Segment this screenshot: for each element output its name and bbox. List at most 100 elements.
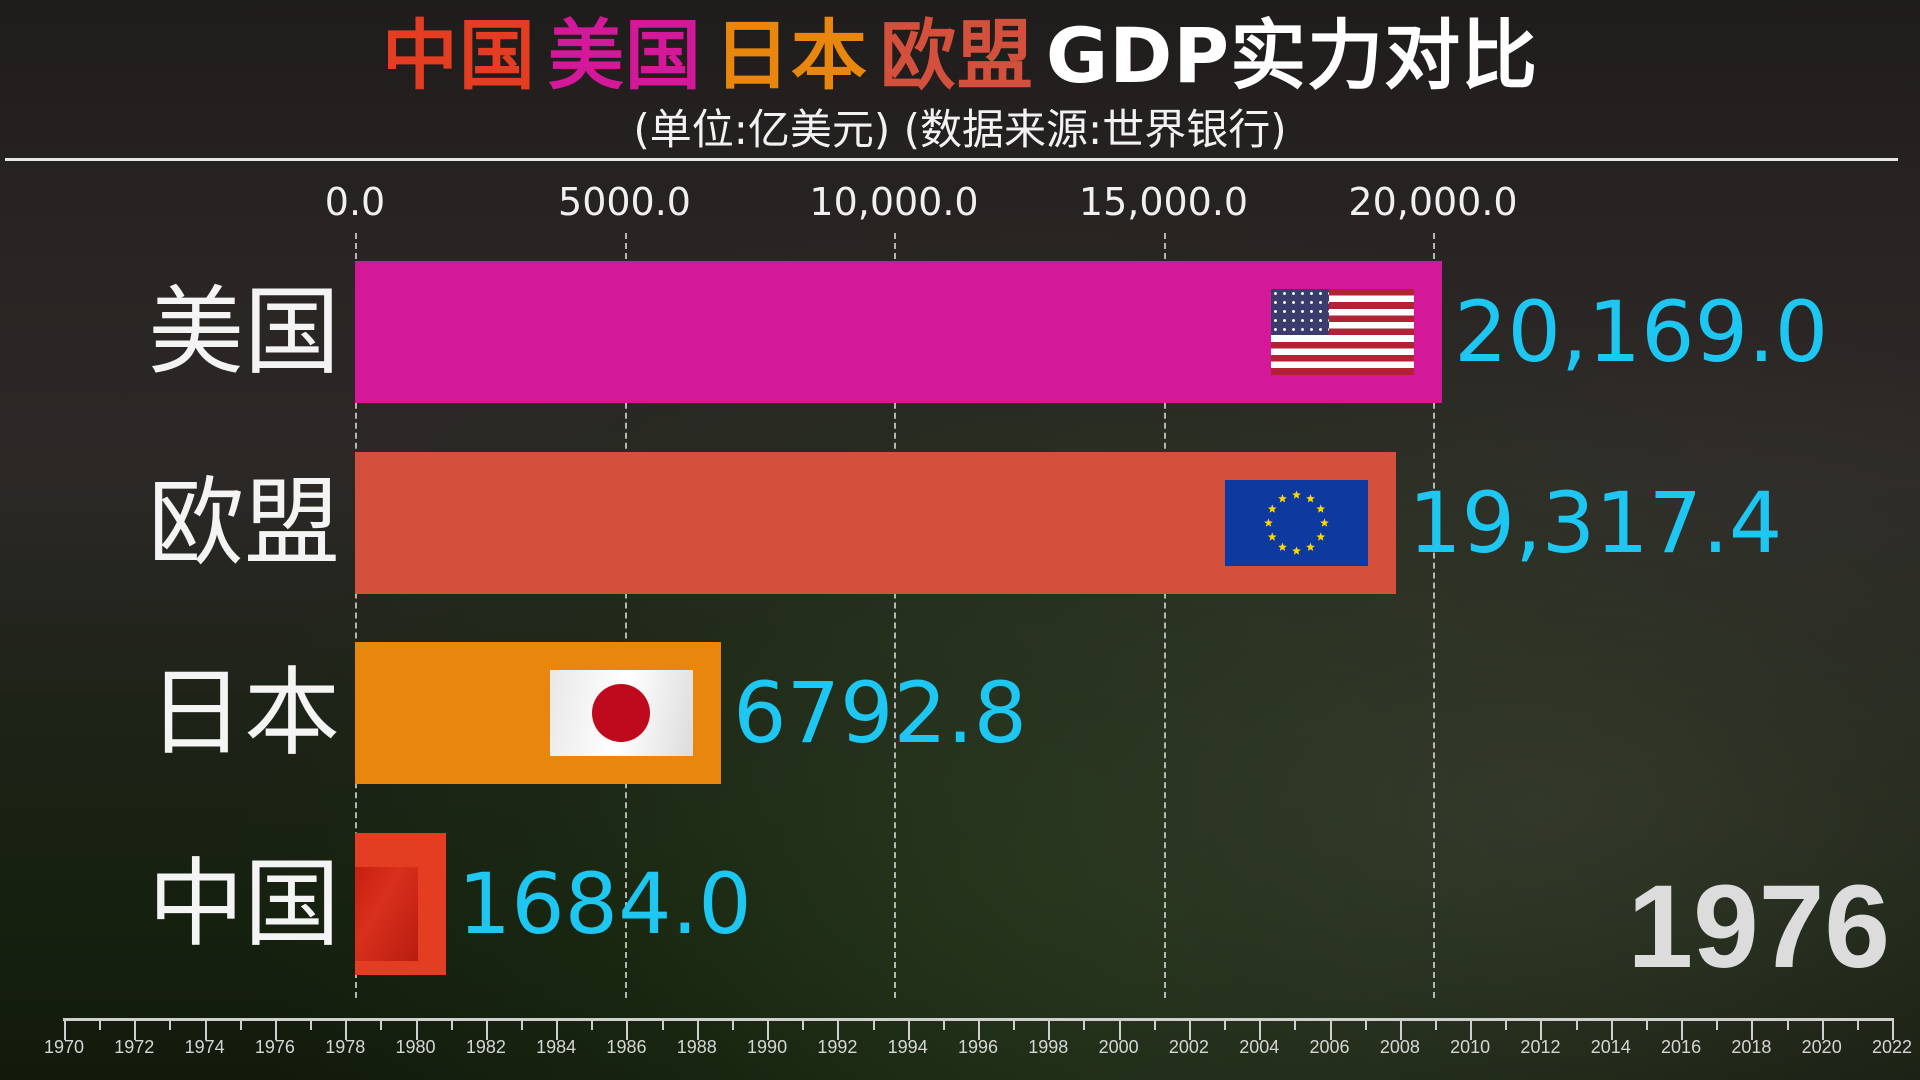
x-tick-label: 5000.0 <box>558 180 691 224</box>
x-tick-label: 10,000.0 <box>809 180 979 224</box>
timeline-year-label[interactable]: 1992 <box>817 1037 858 1057</box>
star-icon <box>1278 542 1288 551</box>
timeline-tick <box>978 1018 980 1040</box>
star-icon <box>1268 504 1277 513</box>
timeline-tick <box>1505 1018 1508 1030</box>
timeline-year-label[interactable]: 1970 <box>43 1037 85 1057</box>
timeline-tick <box>169 1018 172 1030</box>
timeline-year-label[interactable]: 2004 <box>1239 1037 1280 1057</box>
timeline-tick <box>1716 1018 1719 1030</box>
timeline-tick <box>1435 1018 1437 1030</box>
timeline-tick <box>521 1018 523 1030</box>
timeline-year-label[interactable]: 2012 <box>1520 1037 1561 1057</box>
timeline-tick <box>942 1018 945 1030</box>
timeline-year-label[interactable]: 1988 <box>676 1037 717 1057</box>
timeline-tick <box>380 1018 383 1030</box>
value-label: 19,317.4 <box>1408 474 1783 572</box>
timeline-year-label[interactable]: 1978 <box>325 1037 366 1057</box>
timeline-tick <box>1856 1018 1859 1030</box>
timeline-tick <box>1294 1018 1297 1030</box>
timeline-year-label[interactable]: 2016 <box>1661 1037 1702 1057</box>
timeline-tick <box>837 1018 840 1040</box>
gridline <box>894 233 896 998</box>
japan-flag-icon <box>550 670 694 756</box>
timeline-tick <box>767 1018 770 1040</box>
timeline-tick <box>1751 1018 1754 1040</box>
timeline-tick <box>204 1018 207 1040</box>
timeline-tick <box>1610 1018 1613 1040</box>
star-icon <box>1278 494 1288 503</box>
timeline-year-label[interactable]: 2018 <box>1731 1037 1772 1057</box>
gridline <box>355 233 357 998</box>
bar <box>355 261 1443 403</box>
timeline-tick <box>310 1018 313 1030</box>
timeline-tick <box>1048 1018 1051 1040</box>
timeline-year-label[interactable]: 2014 <box>1590 1037 1631 1057</box>
timeline-year-label[interactable]: 2000 <box>1098 1037 1139 1057</box>
timeline-year-label[interactable]: 1998 <box>1028 1037 1069 1057</box>
title-part: 中国 <box>381 11 536 100</box>
timeline-tick <box>661 1018 664 1030</box>
timeline-tick <box>626 1018 629 1040</box>
star-icon <box>1306 494 1316 503</box>
title-part: 欧盟 <box>879 11 1034 100</box>
chart-title: 中国 美国 日本 欧盟 GDP实力对比 <box>0 12 1920 100</box>
x-tick-label: 20,000.0 <box>1348 180 1518 224</box>
chart-subtitle: (单位:亿美元) (数据来源:世界银行) <box>633 105 1287 154</box>
timeline-tick <box>134 1018 137 1040</box>
star-icon <box>1268 532 1277 541</box>
timeline-year-label[interactable]: 2022 <box>1871 1037 1913 1057</box>
star-icon <box>1316 504 1326 513</box>
timeline-tick <box>1645 1018 1648 1030</box>
timeline-year-label[interactable]: 1974 <box>184 1037 225 1057</box>
timeline-tick <box>1786 1018 1789 1030</box>
timeline-tick <box>1013 1018 1016 1030</box>
category-label: 欧盟 <box>148 467 340 579</box>
timeline-tick <box>64 1018 66 1040</box>
bar <box>355 833 446 975</box>
timeline-tick <box>1399 1018 1402 1040</box>
timeline-year-label[interactable]: 1990 <box>747 1037 788 1057</box>
china-flag-icon <box>355 867 418 961</box>
timeline-year-label[interactable]: 2010 <box>1450 1037 1491 1057</box>
timeline-tick <box>1083 1018 1086 1030</box>
timeline-year-label[interactable]: 1996 <box>957 1037 999 1057</box>
timeline-tick <box>907 1018 910 1040</box>
timeline-tick <box>1681 1018 1684 1040</box>
title-part: 美国 <box>547 11 702 100</box>
timeline-year-label[interactable]: 2008 <box>1379 1037 1420 1057</box>
timeline-year-label[interactable]: 1982 <box>465 1037 506 1057</box>
x-tick-label: 0.0 <box>324 180 386 224</box>
timeline-tick <box>1188 1018 1191 1040</box>
timeline-year-label[interactable]: 2020 <box>1801 1037 1842 1057</box>
value-label: 1684.0 <box>457 855 752 953</box>
timeline-year-label[interactable]: 1994 <box>887 1037 928 1057</box>
timeline-tick <box>485 1018 488 1040</box>
timeline-year-label[interactable]: 2002 <box>1168 1037 1209 1057</box>
title-divider <box>5 158 1898 161</box>
timeline-year-label[interactable]: 1972 <box>114 1037 155 1057</box>
timeline-year-label[interactable]: 2006 <box>1309 1037 1350 1057</box>
timeline-tick <box>274 1018 277 1040</box>
eu-flag-icon <box>1225 480 1369 566</box>
bar <box>355 642 722 784</box>
timeline-tick <box>1259 1018 1262 1040</box>
timeline-year-label[interactable]: 1984 <box>536 1037 577 1057</box>
timeline-year-label[interactable]: 1980 <box>395 1037 436 1057</box>
timeline-tick <box>696 1018 699 1040</box>
star-icon <box>1306 542 1316 551</box>
timeline-tick <box>1470 1018 1473 1040</box>
timeline-year-label[interactable]: 1986 <box>606 1037 647 1057</box>
timeline-tick <box>1224 1018 1227 1030</box>
timeline-tick <box>415 1018 418 1040</box>
timeline-tick <box>239 1018 242 1030</box>
timeline-tick <box>556 1018 559 1040</box>
timeline-year-label[interactable]: 1976 <box>254 1037 295 1057</box>
title-part: 日本 <box>713 11 868 100</box>
timeline-tick <box>345 1018 348 1040</box>
bar <box>355 452 1397 594</box>
star-icon <box>1264 518 1274 527</box>
gridline <box>1433 233 1435 998</box>
timeline-tick <box>450 1018 453 1030</box>
star-icon <box>1320 518 1330 527</box>
